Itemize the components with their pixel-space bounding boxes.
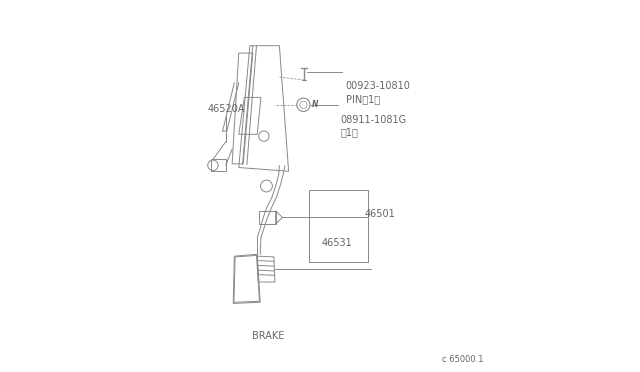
Text: 46531: 46531 bbox=[322, 238, 353, 248]
Text: PIN（1）: PIN（1） bbox=[346, 94, 380, 104]
Text: BRAKE: BRAKE bbox=[252, 331, 285, 340]
Text: 46520A: 46520A bbox=[207, 104, 244, 114]
Bar bbox=[309, 190, 368, 262]
Text: 00923-10810: 00923-10810 bbox=[346, 81, 411, 91]
Text: （1）: （1） bbox=[340, 128, 358, 138]
Text: 46501: 46501 bbox=[364, 209, 395, 219]
Text: N: N bbox=[312, 100, 318, 109]
Text: 08911-1081G: 08911-1081G bbox=[340, 115, 406, 125]
Text: c 65000.1: c 65000.1 bbox=[442, 355, 483, 364]
